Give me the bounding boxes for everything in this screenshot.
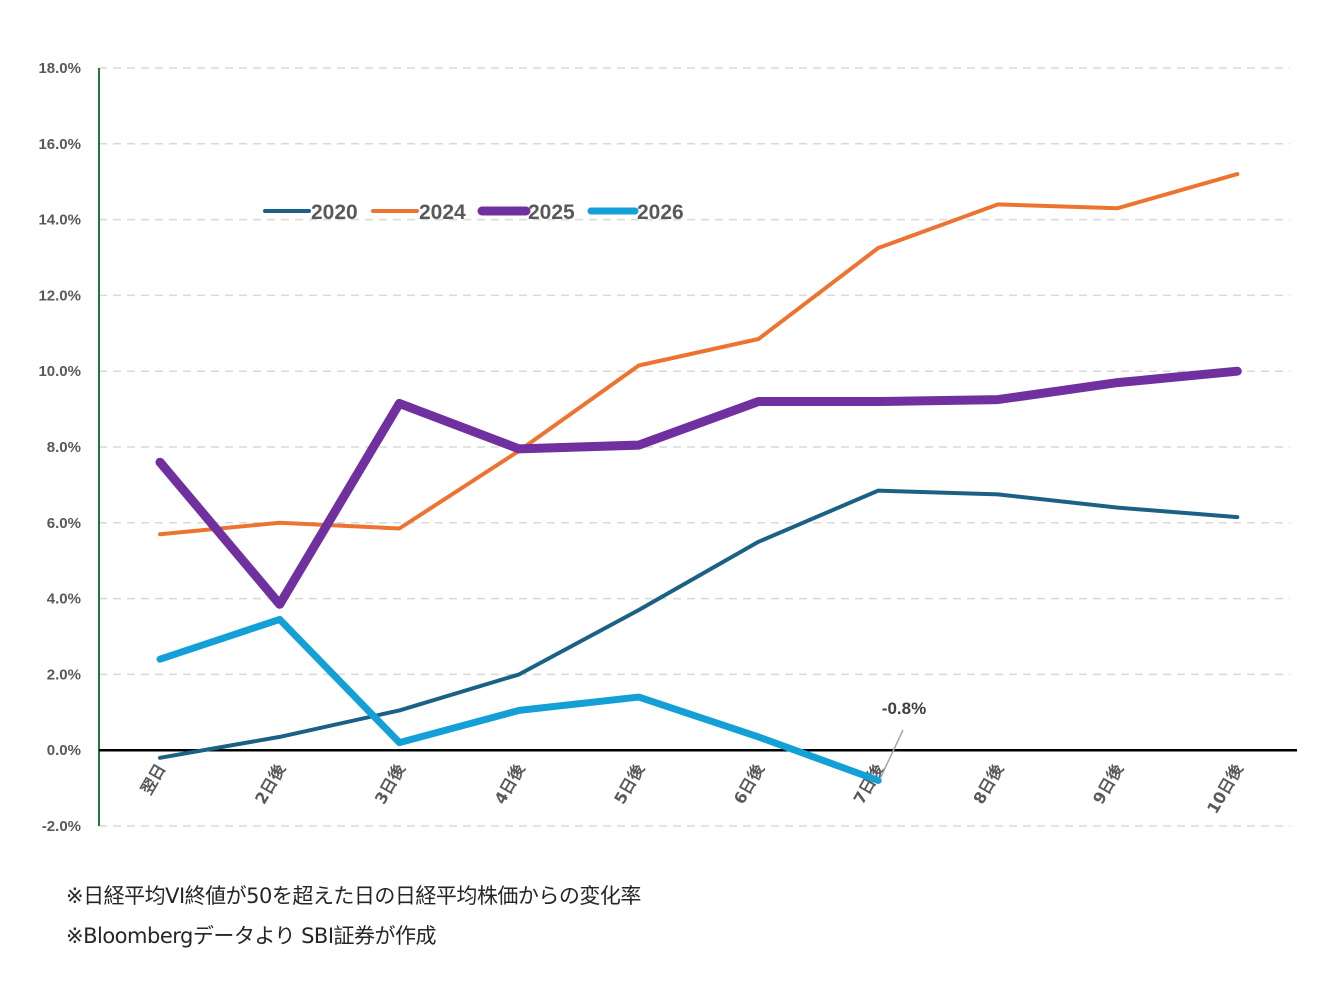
x-tick-label: 7日後: [850, 760, 889, 808]
x-tick-label: 2日後: [251, 760, 290, 808]
y-tick-label: 16.0%: [38, 136, 81, 153]
x-tick-label: 翌日: [137, 761, 169, 798]
x-axis-tick-labels: 翌日 2日後 3日後 4日後 5日後 6日後 7日後 8日後 9日後 10日後: [137, 760, 1247, 817]
legend-label-2026: 2026: [637, 201, 684, 224]
legend-label-2024: 2024: [419, 201, 466, 224]
y-tick-label: 6.0%: [47, 515, 81, 532]
line-chart: -2.0% 0.0% 2.0% 4.0% 6.0% 8.0% 10.0% 12.0% 14.0%…: [38, 60, 1297, 835]
y-tick-label: 12.0%: [38, 287, 81, 304]
x-tick-label: 6日後: [730, 760, 769, 808]
x-tick-label: 10日後: [1203, 760, 1247, 817]
series-line-2026: [156, 615, 882, 784]
footnote-source: ※Bloombergデータより SBI証券が作成: [66, 924, 437, 948]
y-tick-label: 0.0%: [47, 742, 81, 759]
y-tick-label: 2.0%: [47, 666, 81, 683]
annotation-label: -0.8%: [882, 699, 926, 718]
series-lines: [155, 172, 1242, 784]
annotation-leader-line: [879, 729, 904, 779]
y-tick-label: 8.0%: [47, 439, 81, 456]
y-tick-label: 14.0%: [38, 212, 81, 229]
y-tick-label: -2.0%: [42, 818, 81, 835]
annotations: -0.8%: [879, 699, 926, 779]
legend: 2020 2024 2025 2026: [263, 201, 684, 224]
x-tick-label: 3日後: [371, 760, 410, 808]
footnote-description: ※日経平均VI終値が50を超えた日の日経平均株価からの変化率: [66, 884, 641, 908]
y-tick-label: 4.0%: [47, 591, 81, 608]
x-tick-label: 9日後: [1089, 760, 1128, 808]
y-tick-label: 18.0%: [38, 60, 81, 77]
series-line-2024: [158, 172, 1240, 537]
x-tick-label: 8日後: [969, 760, 1008, 808]
y-axis-tick-labels: -2.0% 0.0% 2.0% 4.0% 6.0% 8.0% 10.0% 12.0% 14.0%…: [38, 60, 81, 835]
legend-label-2020: 2020: [311, 201, 358, 224]
y-tick-label: 10.0%: [38, 363, 81, 380]
x-tick-label: 4日後: [491, 760, 530, 808]
x-tick-label: 5日後: [610, 760, 649, 808]
series-line-2020: [158, 488, 1240, 760]
legend-label-2025: 2025: [528, 201, 575, 224]
series-line-2025: [155, 366, 1242, 609]
